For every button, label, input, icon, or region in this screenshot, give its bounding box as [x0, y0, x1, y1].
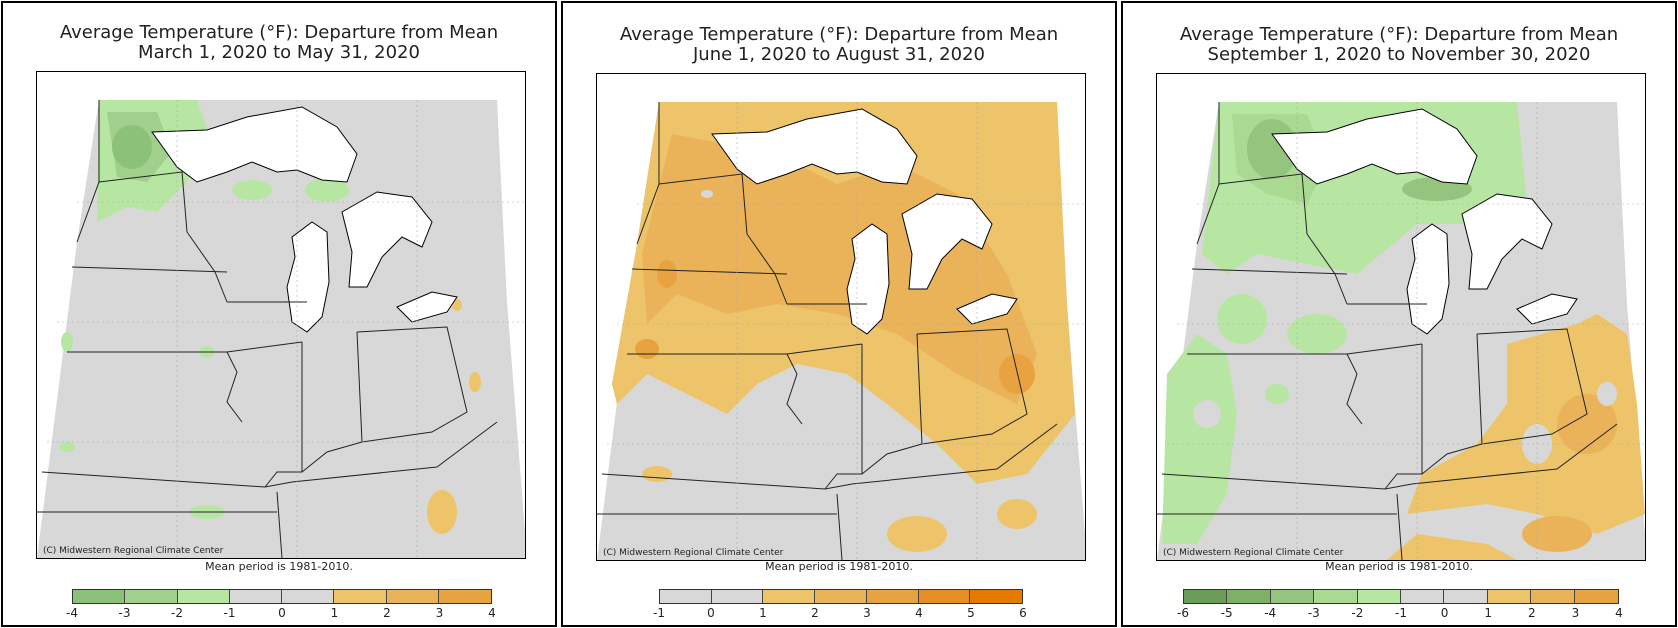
- legend-swatch: [73, 590, 126, 603]
- legend-swatch: [1357, 590, 1401, 603]
- panel-title-line2: March 1, 2020 to May 31, 2020: [138, 42, 420, 63]
- legend-tick-label: -1: [1395, 606, 1407, 620]
- legend-swatch: [1531, 590, 1575, 603]
- legend-swatch: [1270, 590, 1315, 603]
- legend-tick-label: -2: [171, 606, 183, 620]
- legend-swatch: [125, 590, 178, 603]
- color-legend: [1183, 589, 1619, 604]
- legend-swatch: [918, 590, 971, 603]
- legend-swatch: [1400, 590, 1445, 603]
- temperature-map: [597, 102, 1085, 560]
- legend-tick-label: 2: [1527, 606, 1536, 620]
- legend-tick-label: 5: [967, 606, 975, 620]
- map-panel-fall: Average Temperature (°F): Departure from…: [1121, 1, 1677, 627]
- map-frame: (C) Midwestern Regional Climate Center: [596, 73, 1086, 561]
- legend-swatch: [763, 590, 816, 603]
- legend-tick-label: 4: [488, 606, 496, 620]
- legend-tick-label: 2: [383, 606, 391, 620]
- map-credit: (C) Midwestern Regional Climate Center: [1163, 548, 1344, 558]
- map-credit: (C) Midwestern Regional Climate Center: [603, 548, 784, 558]
- legend-swatch: [1444, 590, 1488, 603]
- legend-tick-label: -2: [1351, 606, 1364, 620]
- panel-title-line1: Average Temperature (°F): Departure from…: [619, 24, 1059, 45]
- legend-swatch: [815, 590, 867, 603]
- legend-tick-label: 6: [1019, 606, 1027, 620]
- legend-tick-label: -3: [118, 606, 131, 620]
- map-credit: (C) Midwestern Regional Climate Center: [43, 546, 224, 556]
- legend-tick-label: -5: [1220, 606, 1233, 620]
- legend-swatch: [177, 590, 230, 603]
- legend-tick-label: -4: [1264, 606, 1277, 620]
- legend-tick-label: 3: [435, 606, 444, 620]
- map-panel-spring: Average Temperature (°F): Departure from…: [1, 1, 557, 627]
- legend-tick-label: 0: [707, 606, 715, 620]
- legend-tick-label: -1: [223, 606, 236, 620]
- panel-title-line2: September 1, 2020 to November 30, 2020: [1207, 44, 1591, 65]
- mean-period-note: Mean period is 1981-2010.: [765, 560, 913, 573]
- temperature-map: [1157, 102, 1645, 560]
- legend-tick-label: 1: [759, 606, 767, 620]
- legend-swatch: [1314, 590, 1358, 603]
- legend-swatch: [229, 590, 282, 603]
- legend-tick-label: 1: [330, 606, 339, 620]
- legend-ticks: -1 0 1 2 3 4 5 6: [653, 606, 1027, 622]
- legend-swatch: [1574, 590, 1618, 603]
- legend-tick-label: 2: [811, 606, 819, 620]
- mean-period-note: Mean period is 1981-2010.: [205, 560, 353, 573]
- color-legend: [659, 589, 1023, 604]
- legend-tick-label: -6: [1177, 606, 1189, 620]
- panel-title-line2: June 1, 2020 to August 31, 2020: [692, 44, 985, 65]
- map-panel-summer: Average Temperature (°F): Departure from…: [561, 1, 1117, 627]
- legend-tick-label: 4: [1615, 606, 1623, 620]
- legend-tick-label: 0: [278, 606, 286, 620]
- map-frame: (C) Midwestern Regional Climate Center: [1156, 73, 1646, 561]
- legend-ticks: -6 -5 -4 -3 -2 -1 0 1 2 3 4: [1177, 606, 1623, 622]
- legend-tick-label: -4: [66, 606, 78, 620]
- panel-title-line1: Average Temperature (°F): Departure from…: [1179, 24, 1619, 45]
- legend-swatch: [386, 590, 439, 603]
- temperature-map: [37, 100, 525, 558]
- legend-swatch: [970, 590, 1022, 603]
- legend-swatch: [334, 590, 387, 603]
- legend-swatch: [438, 590, 491, 603]
- legend-swatch: [711, 590, 764, 603]
- map-frame: (C) Midwestern Regional Climate Center: [36, 71, 526, 559]
- legend-swatch: [1227, 590, 1271, 603]
- panel-title-line1: Average Temperature (°F): Departure from…: [59, 22, 499, 43]
- legend-swatch: [866, 590, 919, 603]
- legend-swatch: [282, 590, 335, 603]
- legend-tick-label: 4: [915, 606, 923, 620]
- legend-ticks: -4 -3 -2 -1 0 1 2 3 4: [66, 606, 496, 622]
- mean-period-note: Mean period is 1981-2010.: [1325, 560, 1473, 573]
- legend-swatch: [660, 590, 712, 603]
- legend-tick-label: -1: [653, 606, 665, 620]
- color-legend: [72, 589, 492, 604]
- legend-tick-label: 1: [1484, 606, 1493, 620]
- legend-tick-label: 0: [1440, 606, 1449, 620]
- legend-swatch: [1487, 590, 1532, 603]
- legend-tick-label: 3: [1571, 606, 1580, 620]
- legend-tick-label: -3: [1307, 606, 1320, 620]
- legend-swatch: [1184, 590, 1228, 603]
- legend-tick-label: 3: [863, 606, 871, 620]
